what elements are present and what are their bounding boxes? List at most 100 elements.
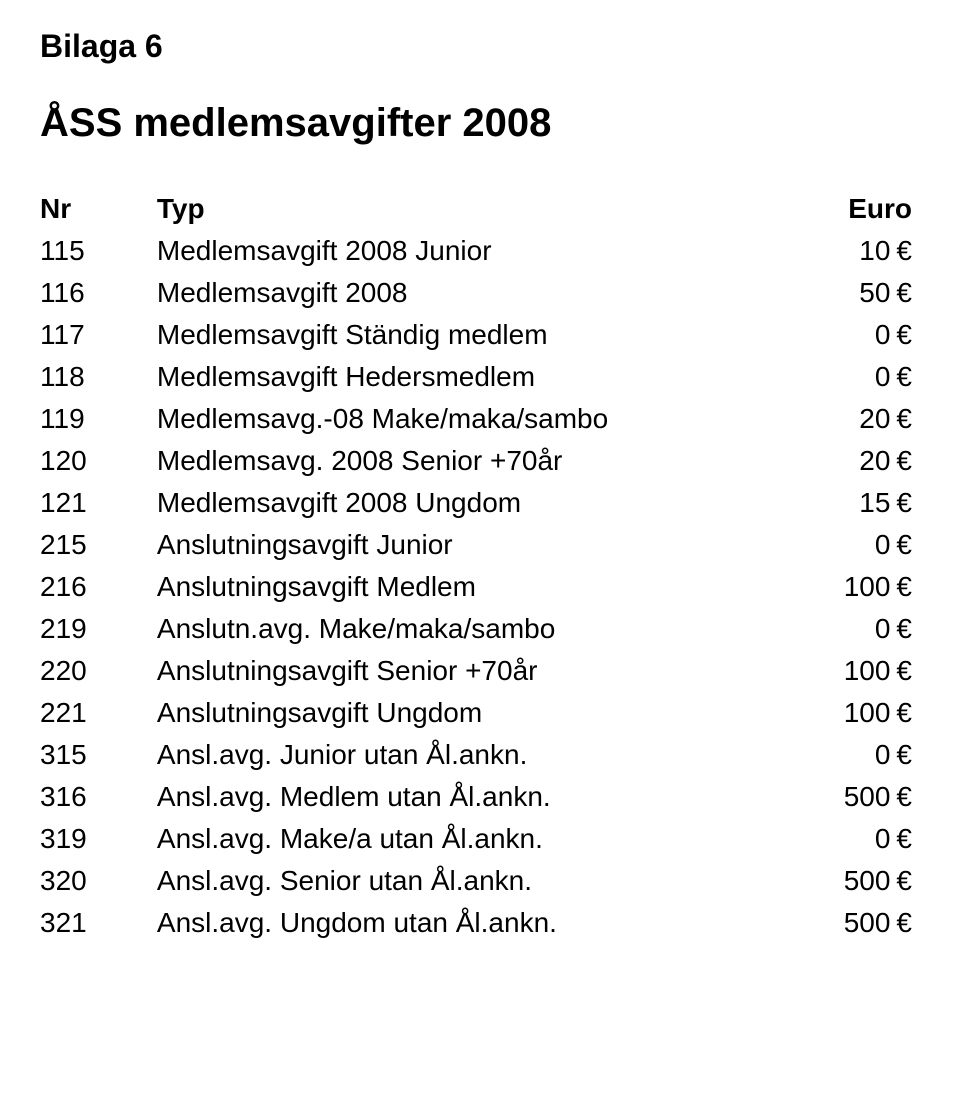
cell-typ: Ansl.avg. Make/a utan Ål.ankn. [157, 818, 752, 860]
cell-euro: 20€ [752, 440, 920, 482]
table-header-row: Nr Typ Euro [40, 188, 920, 230]
cell-nr: 319 [40, 818, 157, 860]
currency-symbol: € [890, 697, 912, 728]
cell-euro: 500€ [752, 776, 920, 818]
cell-euro: 0€ [752, 734, 920, 776]
cell-euro: 500€ [752, 860, 920, 902]
table-row: 118Medlemsavgift Hedersmedlem 0€ [40, 356, 920, 398]
currency-symbol: € [890, 403, 912, 434]
currency-symbol: € [890, 235, 912, 266]
column-header-euro: Euro [752, 188, 920, 230]
cell-nr: 118 [40, 356, 157, 398]
cell-typ: Anslutningsavgift Ungdom [157, 692, 752, 734]
table-row: 316Ansl.avg. Medlem utan Ål.ankn.500€ [40, 776, 920, 818]
table-body: 115Medlemsavgift 2008 Junior10€116Medlem… [40, 230, 920, 944]
currency-symbol: € [890, 781, 912, 812]
table-row: 220Anslutningsavgift Senior +70år100€ [40, 650, 920, 692]
cell-typ: Medlemsavg. 2008 Senior +70år [157, 440, 752, 482]
euro-amount: 0 [875, 613, 891, 644]
table-row: 116Medlemsavgift 200850€ [40, 272, 920, 314]
currency-symbol: € [890, 361, 912, 392]
document-page: Bilaga 6 ÅSS medlemsavgifter 2008 Nr Typ… [0, 0, 960, 984]
cell-nr: 320 [40, 860, 157, 902]
euro-amount: 15 [859, 487, 890, 518]
currency-symbol: € [890, 613, 912, 644]
currency-symbol: € [890, 445, 912, 476]
euro-amount: 100 [844, 655, 891, 686]
cell-typ: Ansl.avg. Junior utan Ål.ankn. [157, 734, 752, 776]
column-header-nr: Nr [40, 188, 157, 230]
table-row: 119Medlemsavg.-08 Make/maka/sambo20€ [40, 398, 920, 440]
cell-nr: 220 [40, 650, 157, 692]
cell-euro: 50€ [752, 272, 920, 314]
cell-nr: 316 [40, 776, 157, 818]
cell-euro: 100€ [752, 566, 920, 608]
euro-amount: 20 [859, 445, 890, 476]
cell-nr: 116 [40, 272, 157, 314]
currency-symbol: € [890, 487, 912, 518]
currency-symbol: € [890, 655, 912, 686]
currency-symbol: € [890, 319, 912, 350]
currency-symbol: € [890, 865, 912, 896]
cell-euro: 500€ [752, 902, 920, 944]
table-row: 117Medlemsavgift Ständig medlem0€ [40, 314, 920, 356]
currency-symbol: € [890, 823, 912, 854]
cell-typ: Anslutningsavgift Medlem [157, 566, 752, 608]
cell-euro: 0€ [752, 314, 920, 356]
cell-nr: 117 [40, 314, 157, 356]
cell-euro: 100€ [752, 650, 920, 692]
cell-nr: 215 [40, 524, 157, 566]
cell-euro: 0€ [752, 524, 920, 566]
table-row: 221Anslutningsavgift Ungdom100€ [40, 692, 920, 734]
cell-typ: Medlemsavgift 2008 Ungdom [157, 482, 752, 524]
table-row: 115Medlemsavgift 2008 Junior10€ [40, 230, 920, 272]
cell-nr: 120 [40, 440, 157, 482]
cell-typ: Medlemsavgift Hedersmedlem [157, 356, 752, 398]
cell-euro: 20€ [752, 398, 920, 440]
table-row: 120Medlemsavg. 2008 Senior +70år20€ [40, 440, 920, 482]
currency-symbol: € [890, 277, 912, 308]
cell-euro: 15€ [752, 482, 920, 524]
cell-nr: 216 [40, 566, 157, 608]
euro-amount: 0 [875, 529, 891, 560]
table-row: 121Medlemsavgift 2008 Ungdom15€ [40, 482, 920, 524]
currency-symbol: € [890, 529, 912, 560]
cell-euro: 0€ [752, 818, 920, 860]
fees-table: Nr Typ Euro 115Medlemsavgift 2008 Junior… [40, 188, 920, 944]
euro-amount: 0 [875, 319, 891, 350]
cell-nr: 221 [40, 692, 157, 734]
cell-typ: Ansl.avg. Senior utan Ål.ankn. [157, 860, 752, 902]
euro-amount: 500 [844, 781, 891, 812]
cell-nr: 119 [40, 398, 157, 440]
euro-amount: 0 [875, 823, 891, 854]
cell-euro: 0€ [752, 608, 920, 650]
table-row: 219Anslutn.avg. Make/maka/sambo0€ [40, 608, 920, 650]
euro-amount: 0 [875, 739, 891, 770]
cell-typ: Anslutningsavgift Junior [157, 524, 752, 566]
cell-nr: 121 [40, 482, 157, 524]
cell-typ: Anslutn.avg. Make/maka/sambo [157, 608, 752, 650]
cell-nr: 321 [40, 902, 157, 944]
euro-amount: 100 [844, 697, 891, 728]
cell-euro: 100€ [752, 692, 920, 734]
euro-amount: 0 [875, 361, 891, 392]
currency-symbol: € [890, 907, 912, 938]
cell-typ: Medlemsavgift 2008 Junior [157, 230, 752, 272]
cell-typ: Ansl.avg. Ungdom utan Ål.ankn. [157, 902, 752, 944]
table-row: 216Anslutningsavgift Medlem100€ [40, 566, 920, 608]
cell-typ: Ansl.avg. Medlem utan Ål.ankn. [157, 776, 752, 818]
table-row: 321Ansl.avg. Ungdom utan Ål.ankn.500€ [40, 902, 920, 944]
cell-nr: 115 [40, 230, 157, 272]
table-row: 215Anslutningsavgift Junior0€ [40, 524, 920, 566]
cell-typ: Medlemsavg.-08 Make/maka/sambo [157, 398, 752, 440]
table-row: 320Ansl.avg. Senior utan Ål.ankn.500€ [40, 860, 920, 902]
table-row: 315Ansl.avg. Junior utan Ål.ankn.0€ [40, 734, 920, 776]
appendix-label: Bilaga 6 [40, 28, 920, 65]
cell-nr: 315 [40, 734, 157, 776]
euro-amount: 20 [859, 403, 890, 434]
cell-typ: Medlemsavgift 2008 [157, 272, 752, 314]
euro-amount: 500 [844, 865, 891, 896]
table-row: 319Ansl.avg. Make/a utan Ål.ankn.0€ [40, 818, 920, 860]
document-title: ÅSS medlemsavgifter 2008 [40, 101, 920, 146]
currency-symbol: € [890, 571, 912, 602]
